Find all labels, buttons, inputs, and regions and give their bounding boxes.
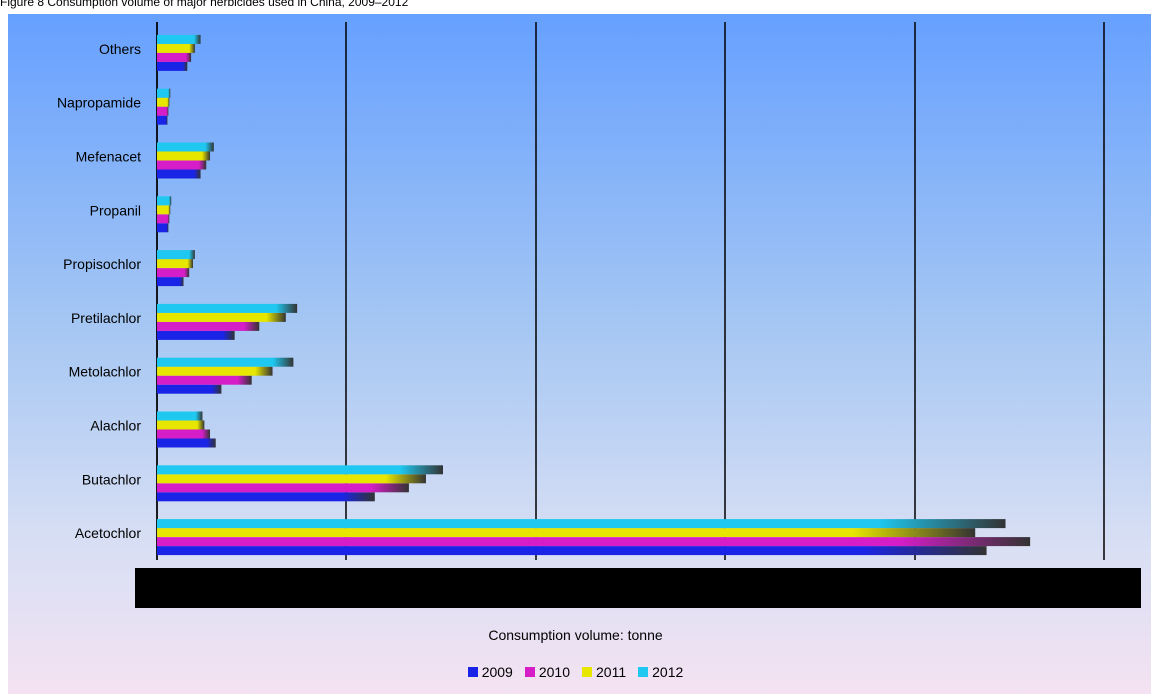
legend-swatch [582, 667, 593, 677]
bar-pretilachlor-2009 [157, 330, 235, 340]
bar-pretilachlor-2011 [157, 312, 286, 322]
x-axis-title: Consumption volume: tonne [488, 627, 663, 643]
bar-alachlor-2011 [157, 420, 205, 430]
bar-mefenacet-2012 [157, 142, 214, 152]
bar-metolachlor-2010 [157, 375, 252, 385]
bar-butachlor-2011 [157, 474, 426, 484]
bar-metolachlor-2011 [157, 366, 273, 376]
bar-butachlor-2012 [157, 465, 443, 475]
bar-butachlor-2009 [157, 492, 375, 502]
bar-mefenacet-2010 [157, 160, 207, 170]
category-label: Pretilachlor [71, 310, 141, 326]
bar-alachlor-2010 [157, 429, 211, 439]
bar-propisochlor-2011 [157, 259, 193, 269]
bar-others-2009 [157, 61, 188, 71]
bar-napropamide-2011 [157, 97, 170, 107]
bar-acetochlor-2012 [157, 519, 1006, 529]
bar-metolachlor-2009 [157, 384, 222, 394]
legend-swatch [524, 667, 535, 677]
legend-swatch [467, 667, 478, 677]
legend: 2009 2010 2011 2012 [0, 664, 1151, 680]
category-labels: Acetochlor Butachlor Alachlor Metolachlor Pr… [57, 41, 141, 541]
bar-propisochlor-2010 [157, 268, 190, 278]
legend-label: 2011 [596, 664, 627, 680]
bar-propanil-2011 [157, 205, 171, 215]
bar-butachlor-2010 [157, 483, 409, 493]
category-label: Mefenacet [76, 149, 141, 165]
legend-swatch [638, 667, 649, 677]
legend-item-2012: 2012 [638, 664, 683, 680]
bar-pretilachlor-2010 [157, 321, 260, 331]
bar-propanil-2012 [157, 196, 172, 206]
bar-propanil-2010 [157, 214, 170, 224]
legend-item-2010: 2010 [524, 664, 571, 680]
bar-napropamide-2012 [157, 88, 171, 98]
bar-acetochlor-2009 [157, 546, 987, 556]
legend-item-2009: 2009 [467, 664, 513, 680]
category-label: Propanil [90, 202, 141, 218]
bar-others-2012 [157, 34, 201, 44]
bar-alachlor-2012 [157, 411, 203, 421]
category-label: Butachlor [82, 471, 141, 487]
bar-propanil-2009 [157, 223, 169, 233]
category-label: Napropamide [57, 95, 141, 111]
category-label: Alachlor [90, 418, 141, 434]
bar-pretilachlor-2012 [157, 303, 298, 313]
bar-napropamide-2010 [157, 106, 169, 116]
bar-mefenacet-2011 [157, 151, 211, 161]
category-label: Acetochlor [75, 525, 141, 541]
category-label: Propisochlor [63, 256, 141, 272]
bar-acetochlor-2010 [157, 537, 1031, 547]
bar-napropamide-2009 [157, 115, 168, 125]
category-label: Metolachlor [69, 364, 142, 380]
figure-caption: Figure 8 Consumption volume of major her… [0, 0, 409, 9]
legend-label: 2010 [538, 664, 571, 680]
legend-label: 2009 [481, 664, 513, 680]
bar-others-2011 [157, 43, 195, 53]
bar-propisochlor-2012 [157, 250, 195, 260]
bar-metolachlor-2012 [157, 357, 294, 367]
legend-label: 2012 [652, 664, 684, 680]
bar-propisochlor-2009 [157, 277, 184, 287]
x-axis-band [135, 568, 1141, 608]
bar-alachlor-2009 [157, 438, 216, 448]
legend-item-2011: 2011 [582, 664, 626, 680]
bar-acetochlor-2011 [157, 528, 976, 538]
bars [157, 34, 1031, 556]
category-label: Others [99, 41, 141, 57]
bar-others-2010 [157, 52, 192, 62]
bar-mefenacet-2009 [157, 169, 201, 179]
